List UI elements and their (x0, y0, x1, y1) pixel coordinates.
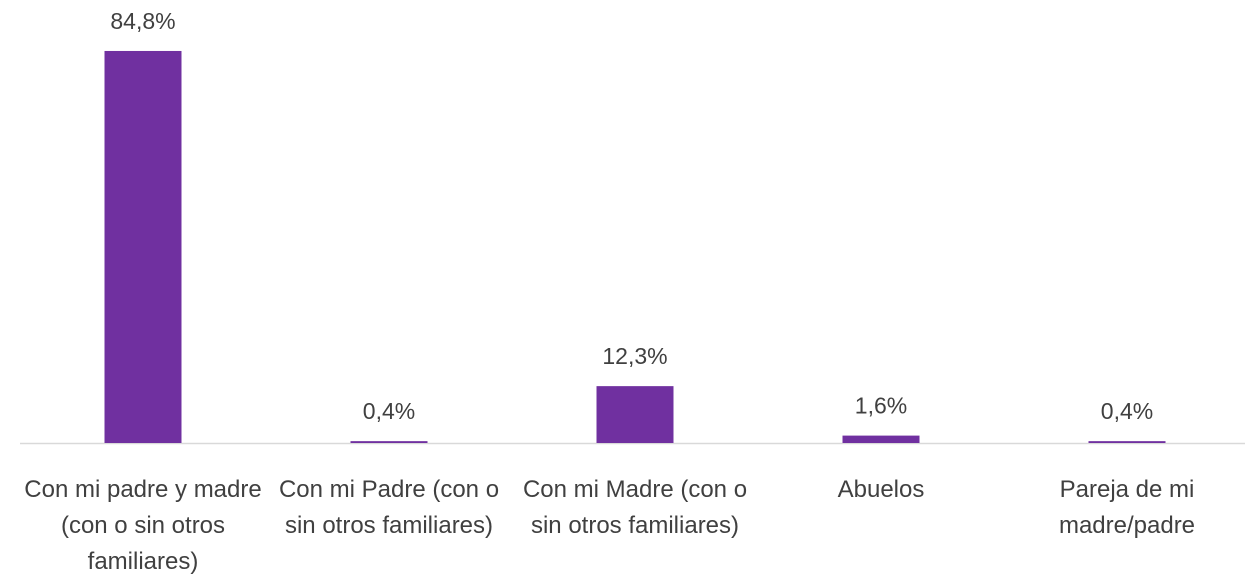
x-tick-label: Pareja de mi madre/padre (1058, 476, 1196, 539)
bar (104, 50, 182, 443)
x-tick-label: Abuelos (837, 476, 925, 503)
bar (350, 441, 428, 443)
bar (842, 435, 920, 443)
x-tick-label: Con mi Padre (con o sin otros familiares… (278, 476, 500, 539)
value-label: 84,8% (110, 8, 175, 34)
value-label: 0,4% (363, 398, 415, 424)
bar (596, 386, 674, 443)
x-tick-label: Con mi padre y madre (con o sin otros fa… (24, 476, 262, 575)
x-tick-label: Con mi Madre (con o sin otros familiares… (522, 476, 748, 539)
value-label: 0,4% (1101, 398, 1153, 424)
value-label: 12,3% (602, 343, 667, 369)
value-label: 1,6% (855, 393, 907, 419)
bar (1088, 441, 1166, 443)
